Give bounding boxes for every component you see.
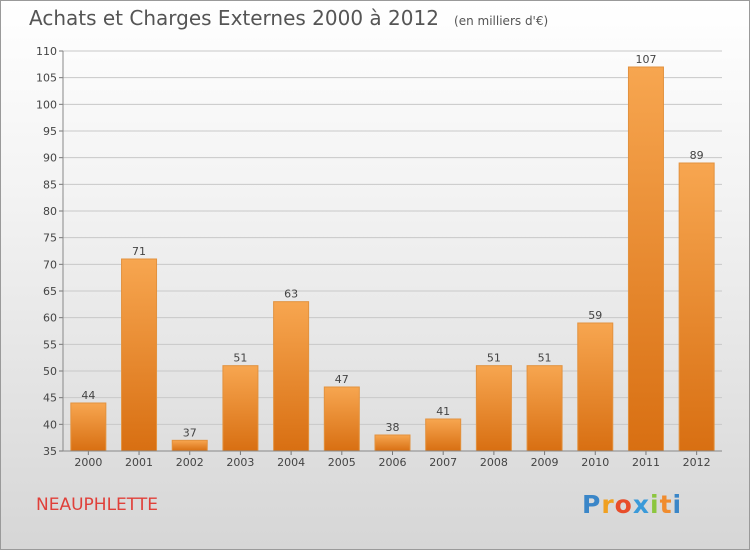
x-tick-label: 2005 <box>328 456 356 469</box>
bar <box>475 365 512 452</box>
bar <box>678 162 715 452</box>
data-label: 51 <box>538 352 552 365</box>
y-tick-label: 105 <box>36 72 57 85</box>
logo-letter: i <box>650 490 660 519</box>
logo-letter: P <box>582 490 602 519</box>
bar <box>627 66 664 452</box>
x-tick-label: 2003 <box>226 456 254 469</box>
x-tick-label: 2007 <box>429 456 457 469</box>
bar <box>323 386 360 452</box>
bar <box>171 439 208 452</box>
commune-name: NEAUPHLETTE <box>36 495 158 515</box>
chart-subtitle: (en milliers d'€) <box>454 14 549 28</box>
logo-letter: o <box>614 490 633 519</box>
data-label: 71 <box>132 245 146 258</box>
y-tick-label: 85 <box>43 178 57 191</box>
x-tick-label: 2009 <box>531 456 559 469</box>
x-tick-label: 2008 <box>480 456 508 469</box>
data-label: 89 <box>690 149 704 162</box>
y-tick-label: 45 <box>43 392 57 405</box>
data-label: 107 <box>635 53 656 66</box>
bar <box>70 402 107 452</box>
logo-letter: t <box>659 490 673 519</box>
x-tick-label: 2004 <box>277 456 305 469</box>
x-axis-ticks: 2000 2001 2002 2003 2004 2005 2006 2007 2008 2009… <box>74 451 711 469</box>
data-label: 44 <box>81 389 95 402</box>
x-tick-label: 2006 <box>379 456 407 469</box>
y-tick-label: 75 <box>43 232 57 245</box>
bar <box>577 322 614 452</box>
y-tick-label: 35 <box>43 445 57 458</box>
data-label: 51 <box>233 352 247 365</box>
grid-lines <box>63 50 722 452</box>
chart-title: Achats et Charges Externes 2000 à 2012 <box>29 6 439 30</box>
x-tick-label: 2000 <box>74 456 102 469</box>
title-block: Achats et Charges Externes 2000 à 2012 (… <box>29 6 548 30</box>
proxiti-logo: Proxiti <box>582 490 682 519</box>
y-tick-label: 40 <box>43 418 57 431</box>
y-tick-label: 110 <box>36 45 57 58</box>
y-axis-ticks: 35 40 45 50 55 60 65 70 75 80 85 90 95 100 105 110 <box>36 45 63 458</box>
bar <box>374 434 411 452</box>
x-tick-label: 2010 <box>581 456 609 469</box>
y-tick-label: 95 <box>43 125 57 138</box>
y-tick-label: 60 <box>43 312 57 325</box>
y-tick-label: 50 <box>43 365 57 378</box>
bars <box>70 66 715 452</box>
y-tick-label: 55 <box>43 338 57 351</box>
bar <box>222 365 259 452</box>
bar <box>526 365 563 452</box>
data-labels: 44 71 37 51 63 47 38 41 51 51 59 107 89 <box>81 53 703 439</box>
x-tick-label: 2001 <box>125 456 153 469</box>
logo-letter: i <box>672 490 683 519</box>
y-tick-label: 100 <box>36 98 57 111</box>
logo-letter: x <box>632 490 650 519</box>
data-label: 37 <box>183 426 197 439</box>
x-tick-label: 2011 <box>632 456 660 469</box>
data-label: 38 <box>386 421 400 434</box>
bar <box>425 418 462 452</box>
logo-letter: r <box>601 490 615 519</box>
x-tick-label: 2002 <box>176 456 204 469</box>
bar <box>273 301 310 452</box>
y-tick-label: 70 <box>43 258 57 271</box>
bar <box>121 258 158 452</box>
data-label: 59 <box>588 309 602 322</box>
data-label: 63 <box>284 288 298 301</box>
y-tick-label: 80 <box>43 205 57 218</box>
data-label: 47 <box>335 373 349 386</box>
data-label: 51 <box>487 352 501 365</box>
x-tick-label: 2012 <box>683 456 711 469</box>
data-label: 41 <box>436 405 450 418</box>
y-tick-label: 65 <box>43 285 57 298</box>
y-tick-label: 90 <box>43 152 57 165</box>
